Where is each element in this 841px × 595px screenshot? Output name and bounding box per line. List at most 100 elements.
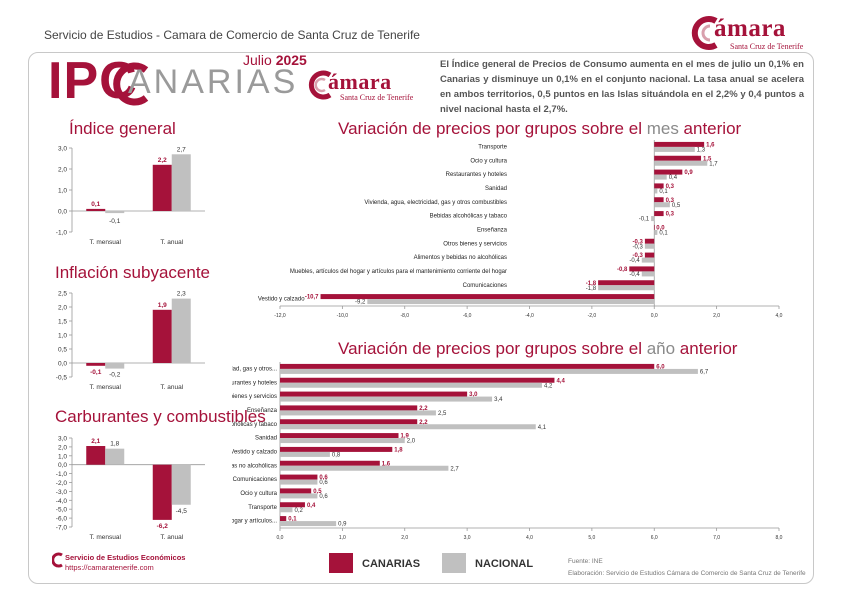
- bar-canarias: [152, 164, 172, 211]
- category-label: Alimentos y bebidas no alcohólicas: [414, 255, 507, 261]
- elaboration-text: Elaboración: Servicio de Estudios Cámara…: [568, 570, 806, 577]
- logo-subtitle-secondary: Santa Cruz de Tenerife: [340, 93, 414, 102]
- subyacente-title: Inflación subyacente: [55, 263, 210, 282]
- data-label: 0,8: [332, 452, 341, 458]
- data-label: 0,9: [684, 170, 693, 176]
- bar-canarias: [598, 280, 655, 286]
- data-label: 0,9: [338, 522, 347, 528]
- intro-text: El Índice general de Precios de Consumo …: [440, 59, 804, 115]
- bar-nacional: [280, 382, 542, 388]
- data-label: 0,3: [666, 198, 675, 204]
- bar-canarias: [654, 211, 664, 217]
- subyacente-chart: -0,5 0,0 0,5 1,0 1,5 2,0 2,5 -0,1 -0,2 T. mensual…: [56, 291, 205, 391]
- y-tick-label: 1,0: [58, 453, 67, 460]
- category-label: Transporte: [478, 144, 507, 150]
- category-label: T. anual: [160, 384, 183, 391]
- x-tick-label: 0,0: [277, 535, 284, 541]
- category-label: Muebles, artículos del hogar y artículos…: [290, 269, 507, 275]
- data-label: 0,1: [659, 230, 668, 236]
- bar-canarias: [280, 460, 380, 466]
- bar-nacional: [280, 507, 293, 513]
- bar-nacional: [367, 299, 655, 305]
- data-label: -0,1: [639, 217, 650, 223]
- footer-logo-icon: [52, 552, 63, 568]
- bar-nacional: [280, 424, 536, 430]
- footer-url[interactable]: https://camaratenerife.com: [65, 563, 154, 572]
- bar-nacional: [280, 396, 493, 402]
- bar-nacional: [105, 448, 125, 465]
- y-tick-label: -0,5: [56, 375, 68, 382]
- data-label: 3,0: [469, 392, 478, 398]
- data-label: -0,3: [633, 244, 644, 250]
- data-label: -0,3: [633, 253, 644, 259]
- y-tick-label: -2,0: [56, 480, 68, 487]
- data-label: -0,8: [617, 267, 628, 273]
- bar-canarias: [654, 141, 705, 147]
- bar-canarias: [654, 224, 655, 230]
- bar-canarias: [629, 266, 655, 272]
- logo-word: ámara: [714, 15, 786, 42]
- bar-nacional: [654, 202, 670, 208]
- data-label: 2,2: [419, 420, 428, 426]
- bar-nacional: [280, 465, 449, 471]
- bar-nacional: [280, 493, 318, 499]
- category-label: Vivienda, agua, electricidad, gas y otro…: [364, 200, 507, 206]
- data-label: 2,1: [91, 438, 100, 445]
- x-tick-label: 0,0: [651, 313, 658, 319]
- content-frame: [28, 52, 814, 584]
- category-label: Bebidas alcohólicas y tabaco: [430, 214, 508, 220]
- logo-word-secondary: ámara: [328, 69, 392, 94]
- data-label: 1,6: [706, 142, 715, 148]
- category-label: Vestido y calzado: [232, 449, 278, 455]
- bar-canarias: [280, 516, 287, 522]
- x-tick-label: -10,0: [337, 313, 349, 319]
- x-tick-label: 6,0: [651, 535, 658, 541]
- x-tick-label: 1,0: [339, 535, 346, 541]
- x-tick-label: -6,0: [463, 313, 472, 319]
- bar-canarias: [654, 197, 664, 203]
- bar-nacional: [280, 479, 318, 485]
- data-label: 4,4: [556, 378, 565, 384]
- category-label: T. mensual: [90, 384, 122, 391]
- logo-subtitle: Santa Cruz de Tenerife: [730, 42, 804, 51]
- data-label: 6,0: [656, 364, 665, 370]
- bar-canarias: [280, 488, 312, 494]
- data-label: 0,1: [659, 189, 668, 195]
- indice-title: Índice general: [69, 119, 176, 138]
- data-label: 2,3: [177, 291, 186, 298]
- bar-nacional: [654, 146, 695, 152]
- x-tick-label: -12,0: [274, 313, 286, 319]
- x-tick-label: -4,0: [525, 313, 534, 319]
- bar-canarias: [280, 433, 399, 439]
- y-tick-label: 2,0: [58, 444, 67, 451]
- bar-canarias: [654, 183, 664, 189]
- data-label: 1,3: [697, 147, 706, 153]
- legend-canarias-label: CANARIAS: [362, 558, 421, 570]
- category-label: T. anual: [160, 534, 183, 541]
- bar-nacional: [171, 154, 191, 211]
- data-label: 0,5: [313, 489, 322, 495]
- data-label: 0,0: [656, 225, 665, 231]
- data-label: 2,7: [177, 146, 186, 153]
- bar-nacional: [641, 257, 655, 263]
- month-label: Julio 2025: [243, 52, 307, 68]
- bar-canarias: [280, 419, 418, 425]
- data-label: -0,2: [109, 372, 121, 379]
- bar-nacional: [280, 438, 405, 444]
- service-header: Servicio de Estudios - Camara de Comerci…: [44, 28, 420, 42]
- category-label: Restaurantes y hoteles: [446, 172, 507, 178]
- y-tick-label: 3,0: [58, 146, 67, 153]
- y-tick-label: 2,0: [58, 305, 67, 312]
- bar-canarias: [280, 377, 555, 383]
- data-label: -0,1: [109, 218, 121, 225]
- x-tick-label: 3,0: [464, 535, 471, 541]
- data-label: 0,1: [91, 201, 100, 208]
- category-label: Alimentos y bebidas no alcohólicas: [232, 463, 277, 469]
- data-label: 4,2: [544, 383, 553, 389]
- data-label: 0,1: [288, 517, 297, 523]
- category-label: Sanidad: [255, 436, 277, 442]
- bar-nacional: [654, 160, 708, 166]
- data-label: 1,9: [158, 302, 167, 309]
- category-label: T. mensual: [90, 534, 122, 541]
- data-label: 1,8: [110, 441, 119, 448]
